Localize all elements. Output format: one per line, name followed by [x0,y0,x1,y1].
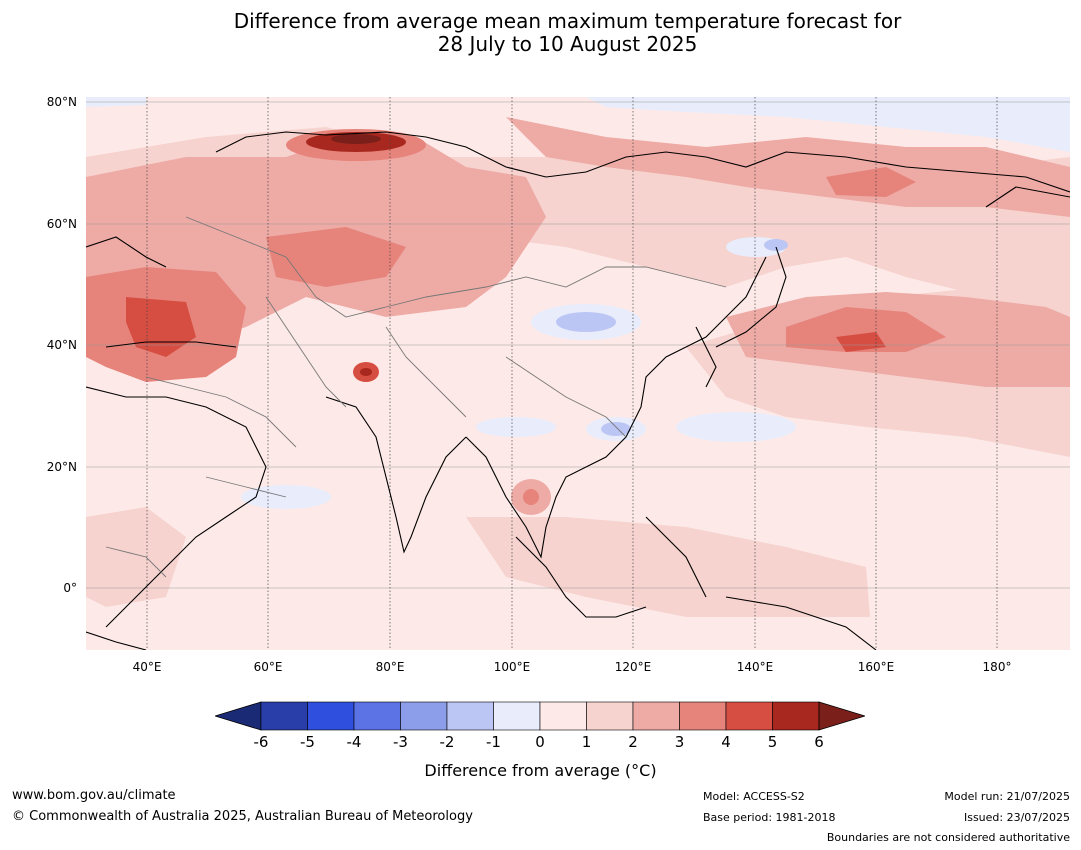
lon-label-140e: 140°E [736,660,774,674]
lon-label-160e: 160°E [857,660,895,674]
forecast-map [85,97,1071,651]
lon-label-120e: 120°E [614,660,652,674]
colorbar-cell [725,701,773,731]
title-line-2: 28 July to 10 August 2025 [437,32,698,56]
colorbar-tick-label: 4 [721,733,731,751]
colorbar-tick-label: -5 [300,733,315,751]
colorbar-extend-high [818,701,865,731]
colorbar-cell [539,701,587,731]
colorbar-tick-label: -1 [486,733,501,751]
lat-label-0: 0° [63,581,77,595]
lat-label-40n: 40°N [46,338,77,352]
footer-website[interactable]: www.bom.gov.au/climate [12,788,176,803]
footer-model: Model: ACCESS-S2 [703,790,805,803]
colorbar-tick-label: -4 [346,733,362,751]
colorbar-cell [353,701,401,731]
lon-label-180: 180° [982,660,1012,674]
lon-label-80e: 80°E [375,660,405,674]
lat-label-20n: 20°N [46,460,77,474]
colorbar-cell [307,701,355,731]
colorbar-tick-label: -6 [253,733,269,751]
colorbar-cell [400,701,448,731]
colorbar-tick-label: 5 [767,733,778,751]
footer-model-run: Model run: 21/07/2025 [944,790,1070,803]
colorbar-cell [772,701,820,731]
colorbar-tick-label: -2 [439,733,455,751]
footer-issued: Issued: 23/07/2025 [963,811,1070,824]
colorbar-tick-label: 3 [674,733,685,751]
colorbar-extend-low [215,701,262,731]
colorbar-cell [632,701,680,731]
colorbar-cell [679,701,727,731]
colorbar-cell [446,701,494,731]
colorbar [215,701,865,731]
colorbar-label: Difference from average (°C) [424,761,657,780]
colorbar-cell [493,701,541,731]
lat-label-80n: 80°N [46,95,77,109]
map-canvas [85,97,1071,651]
title-line-1: Difference from average mean maximum tem… [233,9,902,33]
lat-label-60n: 60°N [46,217,77,231]
colorbar-tick-label: 0 [535,733,545,751]
footer-copyright: © Commonwealth of Australia 2025, Austra… [12,809,473,824]
lon-label-40e: 40°E [132,660,162,674]
map-title: Difference from average mean maximum tem… [0,10,1081,56]
lon-label-100e: 100°E [493,660,531,674]
colorbar-tick-label: 6 [814,733,824,751]
colorbar-tick-label: -3 [393,733,408,751]
colorbar-tick-label: 2 [628,733,638,751]
colorbar-cell [260,701,308,731]
footer-disclaimer: Boundaries are not considered authoritat… [826,831,1070,844]
lon-label-60e: 60°E [253,660,283,674]
colorbar-cell [586,701,634,731]
footer-base-period: Base period: 1981-2018 [703,811,836,824]
colorbar-tick-label: 1 [581,733,592,751]
colorbar-cells [260,701,820,731]
